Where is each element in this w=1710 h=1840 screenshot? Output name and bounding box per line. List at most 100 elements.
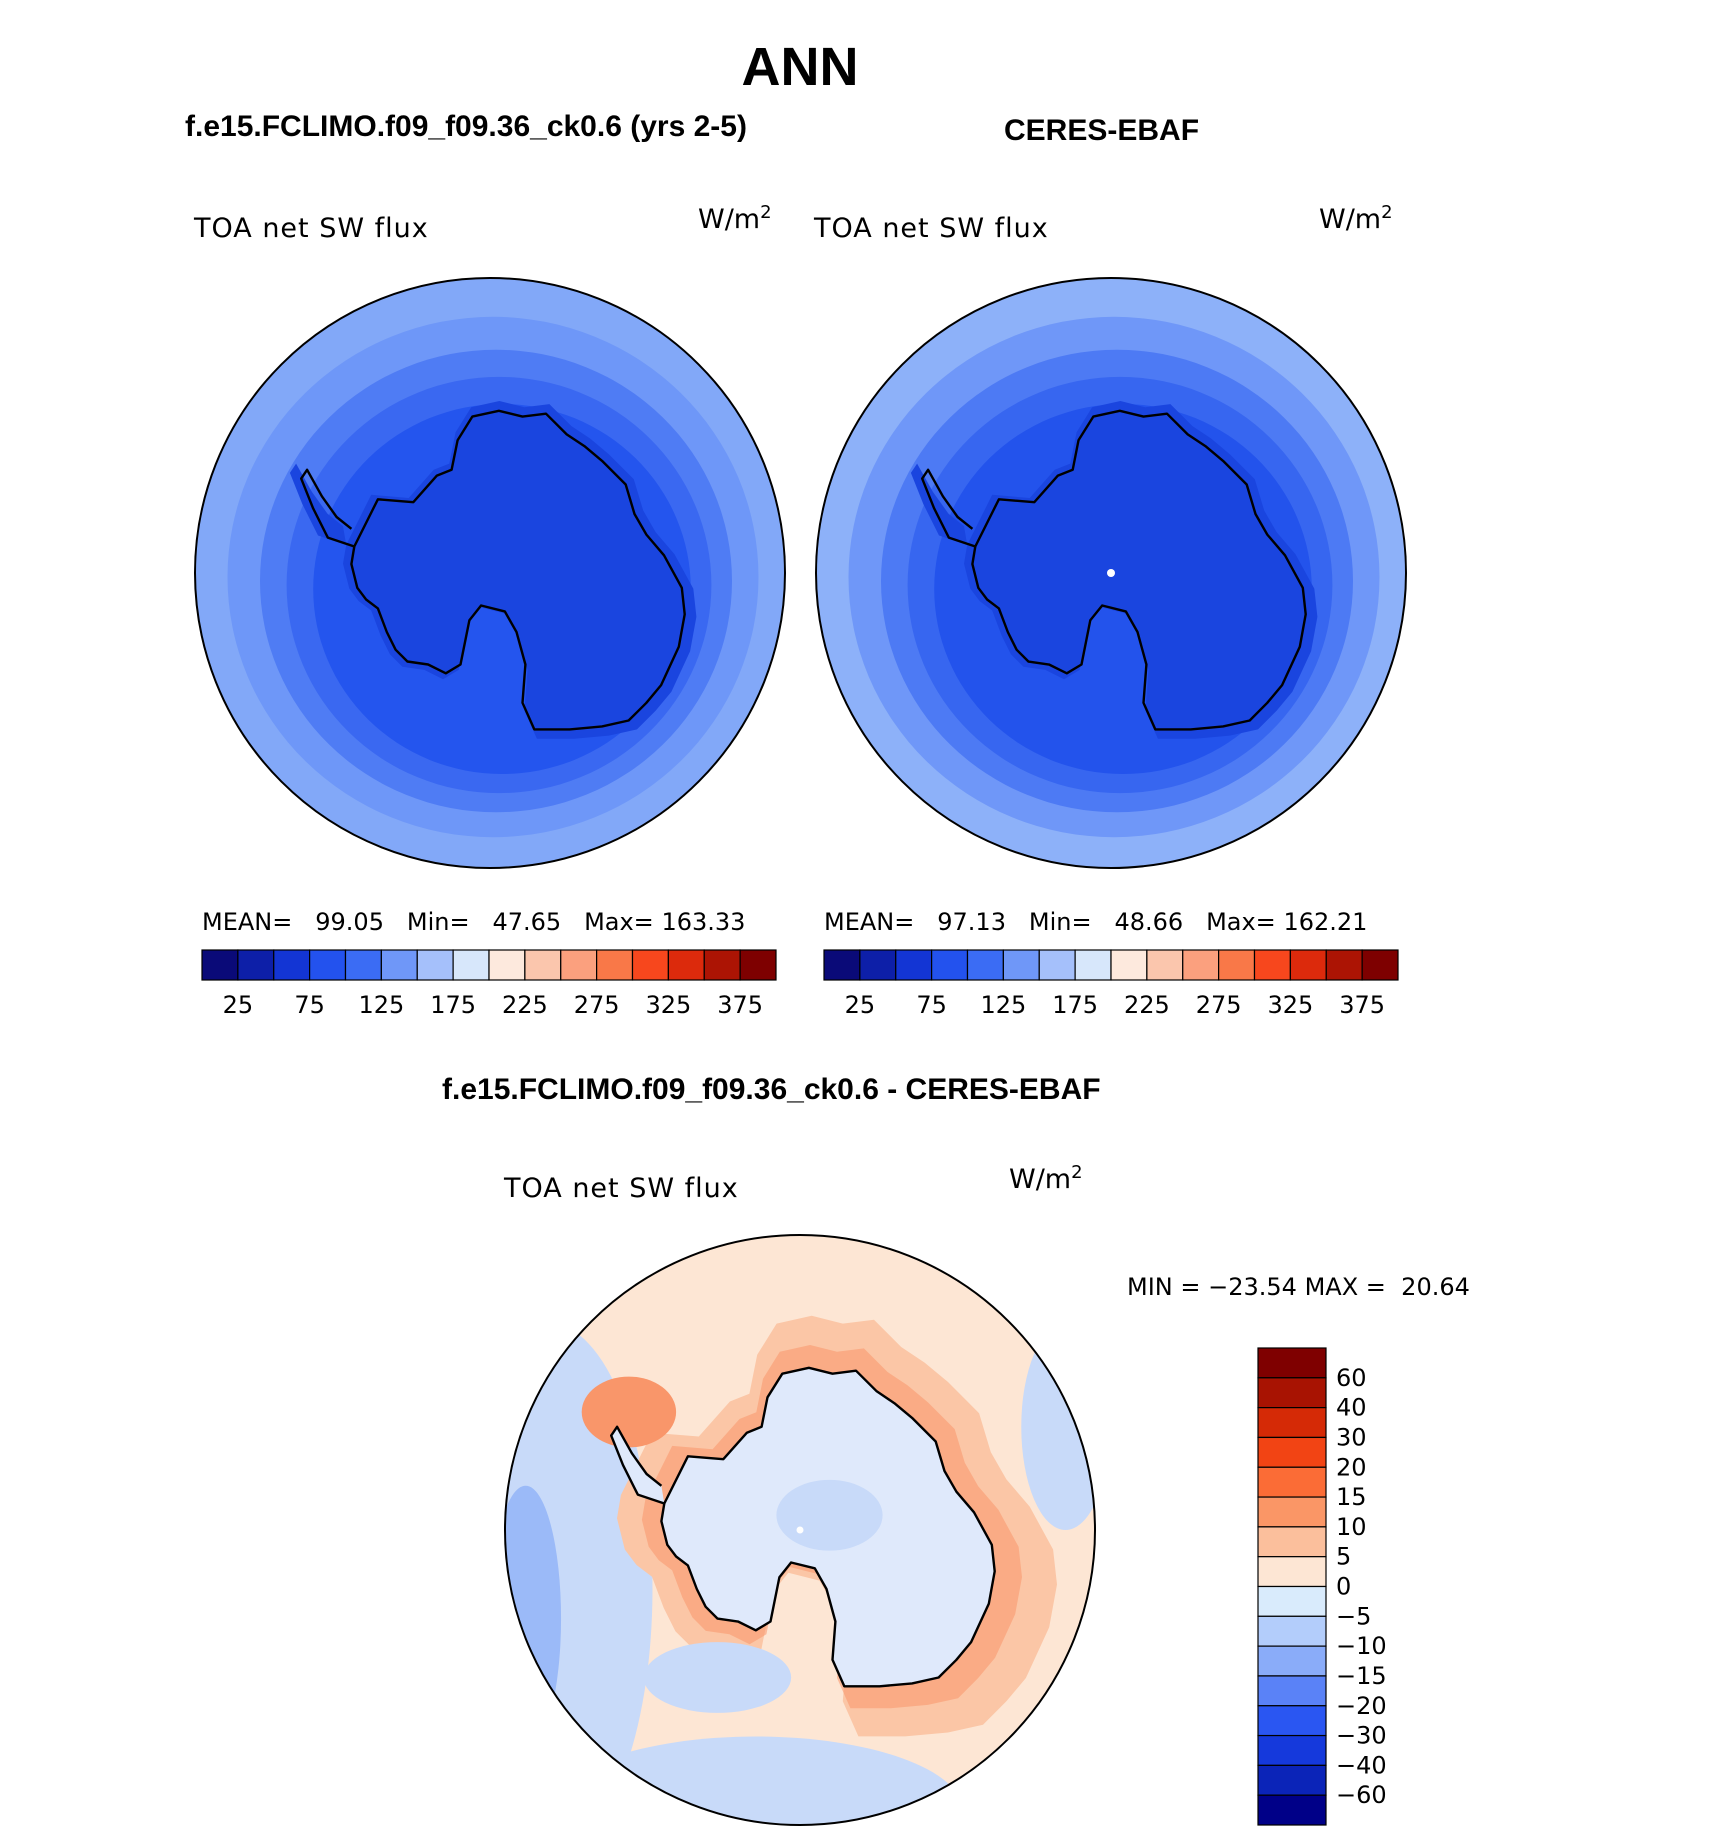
- diff-cool-edge: [505, 1485, 562, 1752]
- obs-colorbar-box-4: [966, 949, 1004, 981]
- obs-colorbar-box-7: [1074, 949, 1112, 981]
- model-colorbar-label-7: 375: [717, 991, 763, 1019]
- diff-map-boundary: [504, 1234, 1096, 1826]
- obs-colorbar-box-0: [823, 949, 861, 981]
- model-coastline: [350, 409, 686, 731]
- model-colorbar-box-0: [201, 949, 239, 981]
- diff-colorbar-label-5: 10: [1336, 1513, 1367, 1541]
- diff-map-fill: [505, 1235, 1095, 1825]
- diff-cool-ross: [643, 1642, 792, 1713]
- obs-peninsula-coastline: [921, 468, 976, 548]
- diff-colorbar-box-13: [1257, 1734, 1327, 1766]
- diff-colorbar-label-10: −15: [1336, 1662, 1387, 1690]
- model-colorbar-box-12: [631, 949, 669, 981]
- obs-colorbar-label-0: 25: [845, 991, 876, 1019]
- model-colorbar-box-10: [560, 949, 598, 981]
- variable-label-model: TOA net SW flux: [194, 213, 429, 244]
- model-colorbar-box-5: [380, 949, 418, 981]
- diff-colorbar-box-10: [1257, 1645, 1327, 1677]
- model-colorbar-box-2: [273, 949, 311, 981]
- diff-cool-south: [549, 1736, 963, 1825]
- model-colorbar-box-15: [739, 949, 777, 981]
- obs-colorbar-box-6: [1038, 949, 1076, 981]
- model-colorbar-box-4: [344, 949, 382, 981]
- model-colorbar-box-8: [488, 949, 526, 981]
- diff-colorbar-label-8: −5: [1336, 1602, 1371, 1630]
- diff-colorbar-label-12: −30: [1336, 1722, 1387, 1750]
- obs-colorbar-box-8: [1110, 949, 1148, 981]
- units-label-model: W/m2: [698, 202, 772, 236]
- diff-colorbar-label-9: −10: [1336, 1632, 1387, 1660]
- obs-colorbar-box-11: [1218, 949, 1256, 981]
- stats-diff: MIN = −23.54 MAX = 20.64: [1127, 1273, 1470, 1301]
- panel-title-diff: f.e15.FCLIMO.f09_f09.36_ck0.6 - CERES-EB…: [442, 1073, 1101, 1106]
- model-colorbar-label-0: 25: [223, 991, 254, 1019]
- diff-colorbar-box-5: [1257, 1496, 1327, 1528]
- obs-colorbar-box-15: [1361, 949, 1399, 981]
- model-continent-fill: [343, 401, 697, 739]
- obs-colorbar-label-7: 375: [1339, 991, 1385, 1019]
- diff-coastline: [660, 1366, 996, 1688]
- diff-cool-east: [1021, 1323, 1095, 1530]
- diff-warm-peninsula: [581, 1376, 677, 1448]
- diff-colorbar-box-11: [1257, 1675, 1327, 1707]
- obs-continent-fill: [964, 401, 1318, 739]
- diff-colorbar-box-7: [1257, 1556, 1327, 1588]
- model-colorbar-label-1: 75: [294, 991, 325, 1019]
- diff-pole-dot: [796, 1526, 804, 1534]
- diff-colorbar-label-14: −60: [1336, 1781, 1387, 1809]
- obs-colorbar-box-2: [895, 949, 933, 981]
- model-colorbar-box-14: [703, 949, 741, 981]
- diff-colorbar-label-7: 0: [1336, 1573, 1351, 1601]
- diff-colorbar-box-2: [1257, 1407, 1327, 1439]
- figure-title: ANN: [741, 37, 859, 97]
- model-colorbar-box-9: [524, 949, 562, 981]
- diff-colorbar-label-13: −40: [1336, 1751, 1387, 1779]
- diff-colorbar-box-4: [1257, 1466, 1327, 1498]
- diff-colorbar-box-15: [1257, 1794, 1327, 1826]
- stats-model: MEAN= 99.05 Min= 47.65 Max= 163.33: [202, 908, 746, 936]
- obs-colorbar-box-3: [931, 949, 969, 981]
- obs-colorbar-box-12: [1253, 949, 1291, 981]
- panel-title-model: f.e15.FCLIMO.f09_f09.36_ck0.6 (yrs 2-5): [185, 110, 747, 143]
- obs-colorbar-label-5: 275: [1196, 991, 1242, 1019]
- obs-colorbar-box-9: [1146, 949, 1184, 981]
- obs-map-boundary: [815, 277, 1407, 869]
- model-colorbar-box-6: [416, 949, 454, 981]
- diff-colorbar-box-14: [1257, 1764, 1327, 1796]
- diff-colorbar-box-9: [1257, 1615, 1327, 1647]
- model-colorbar-label-2: 125: [358, 991, 404, 1019]
- diff-colorbar-label-3: 20: [1336, 1453, 1367, 1481]
- obs-colorbar-label-3: 175: [1052, 991, 1098, 1019]
- diff-continent-cool: [776, 1479, 883, 1551]
- units-label-diff: W/m2: [1009, 1162, 1083, 1196]
- diff-colorbar-box-6: [1257, 1526, 1327, 1558]
- model-colorbar-box-13: [667, 949, 705, 981]
- obs-colorbar-box-1: [859, 949, 897, 981]
- obs-colorbar-box-5: [1002, 949, 1040, 981]
- model-colorbar-label-3: 175: [430, 991, 476, 1019]
- obs-colorbar-box-13: [1289, 949, 1327, 981]
- model-colorbar-box-1: [237, 949, 275, 981]
- obs-pole-dot: [1107, 569, 1115, 577]
- diff-colorbar-label-6: 5: [1336, 1543, 1351, 1571]
- model-colorbar-label-5: 275: [574, 991, 620, 1019]
- diff-colorbar-box-8: [1257, 1585, 1327, 1617]
- units-label-obs: W/m2: [1319, 202, 1393, 236]
- diff-colorbar-label-4: 15: [1336, 1483, 1367, 1511]
- variable-label-diff: TOA net SW flux: [504, 1173, 739, 1204]
- model-map-fill: [195, 278, 785, 868]
- diff-colorbar-label-1: 40: [1336, 1394, 1367, 1422]
- diff-colorbar-box-12: [1257, 1705, 1327, 1737]
- diff-colorbar-label-11: −20: [1336, 1692, 1387, 1720]
- obs-coastline: [971, 409, 1307, 731]
- model-colorbar-box-7: [452, 949, 490, 981]
- diff-peninsula-coastline: [610, 1425, 665, 1505]
- model-colorbar-label-4: 225: [502, 991, 548, 1019]
- obs-colorbar-label-1: 75: [916, 991, 947, 1019]
- model-map-boundary: [194, 277, 786, 869]
- obs-colorbar-box-14: [1325, 949, 1363, 981]
- obs-colorbar-box-10: [1182, 949, 1220, 981]
- model-colorbar-box-11: [596, 949, 634, 981]
- obs-colorbar-label-4: 225: [1124, 991, 1170, 1019]
